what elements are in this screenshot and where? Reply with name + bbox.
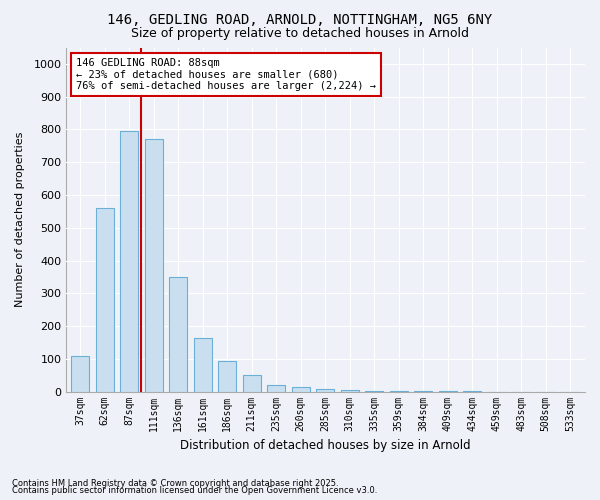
Bar: [169, 277, 187, 392]
Bar: [341, 390, 359, 392]
Bar: [95, 208, 114, 392]
Y-axis label: Number of detached properties: Number of detached properties: [15, 132, 25, 308]
Text: Size of property relative to detached houses in Arnold: Size of property relative to detached ho…: [131, 28, 469, 40]
Bar: [389, 391, 408, 392]
X-axis label: Distribution of detached houses by size in Arnold: Distribution of detached houses by size …: [180, 440, 470, 452]
Bar: [292, 387, 310, 392]
Bar: [365, 391, 383, 392]
Text: 146 GEDLING ROAD: 88sqm
← 23% of detached houses are smaller (680)
76% of semi-d: 146 GEDLING ROAD: 88sqm ← 23% of detache…: [76, 58, 376, 91]
Bar: [218, 360, 236, 392]
Bar: [194, 338, 212, 392]
Bar: [71, 356, 89, 392]
Bar: [316, 389, 334, 392]
Text: Contains HM Land Registry data © Crown copyright and database right 2025.: Contains HM Land Registry data © Crown c…: [12, 478, 338, 488]
Bar: [267, 385, 286, 392]
Text: 146, GEDLING ROAD, ARNOLD, NOTTINGHAM, NG5 6NY: 146, GEDLING ROAD, ARNOLD, NOTTINGHAM, N…: [107, 12, 493, 26]
Bar: [120, 131, 139, 392]
Text: Contains public sector information licensed under the Open Government Licence v3: Contains public sector information licen…: [12, 486, 377, 495]
Bar: [145, 140, 163, 392]
Bar: [242, 376, 261, 392]
